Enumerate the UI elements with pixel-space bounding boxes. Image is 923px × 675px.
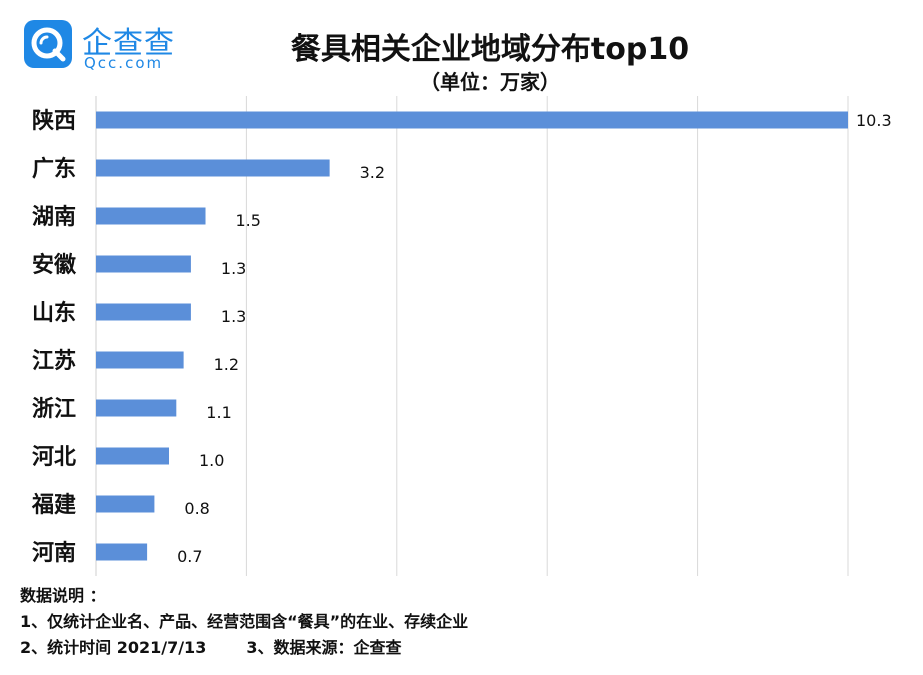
- bar-8: [96, 447, 170, 465]
- notes-heading: 数据说明 ：: [20, 586, 106, 605]
- chart-title: 餐具相关企业地域分布top10: [290, 32, 690, 67]
- value-label: 0.7: [177, 547, 202, 566]
- chart-subtitle: （单位：万家）: [420, 70, 560, 94]
- bar-6: [96, 351, 184, 369]
- category-label: 安徽: [32, 252, 77, 278]
- notes-line-1: 1、仅统计企业名、产品、经营范围含“餐具”的在业、存续企业: [20, 612, 469, 631]
- bar-2: [96, 159, 330, 177]
- notes-date: 2、统计时间 2021/7/13: [20, 638, 207, 657]
- value-label: 1.0: [199, 451, 224, 470]
- value-label: 1.3: [221, 307, 246, 326]
- bar-4: [96, 255, 191, 273]
- bar-10: [96, 543, 148, 561]
- bar-5: [96, 303, 191, 321]
- logo-name: 企查查: [82, 26, 175, 61]
- notes-source: 3、数据来源：企查查: [246, 638, 402, 657]
- bar-3: [96, 207, 206, 225]
- bar-1: [96, 111, 848, 129]
- category-label: 山东: [32, 300, 76, 326]
- value-label: 1.3: [221, 259, 246, 278]
- value-label: 1.1: [206, 403, 231, 422]
- category-label: 浙江: [32, 397, 76, 422]
- bar-chart: 陕西 10.3 广东 3.2 湖南 1.5 安徽 1.3 山东 1.3 江苏 1.2 浙江 1.1 河北 1.…: [31, 96, 892, 576]
- value-label: 1.2: [214, 355, 239, 374]
- bar-9: [96, 495, 155, 513]
- value-label: 10.3: [856, 111, 892, 130]
- logo-domain: Qcc.com: [84, 54, 164, 72]
- data-notes: 数据说明 ： 1、仅统计企业名、产品、经营范围含“餐具”的在业、存续企业 2、统…: [20, 583, 468, 661]
- value-label: 0.8: [184, 499, 209, 518]
- category-label: 河北: [32, 445, 76, 470]
- bar-7: [96, 399, 177, 417]
- value-label: 1.5: [236, 211, 261, 230]
- notes-line-2: 2、统计时间 2021/7/13 3、数据来源：企查查: [20, 635, 468, 661]
- category-label: 福建: [31, 493, 76, 518]
- category-label: 陕西: [32, 109, 76, 134]
- logo-q-icon: [24, 20, 72, 68]
- category-label: 湖南: [32, 205, 76, 230]
- category-label: 江苏: [32, 348, 76, 374]
- category-label: 广东: [32, 156, 76, 182]
- value-label: 3.2: [360, 163, 385, 182]
- category-label: 河南: [32, 541, 76, 566]
- qcc-logo: 企查查 Qcc.com: [24, 18, 184, 74]
